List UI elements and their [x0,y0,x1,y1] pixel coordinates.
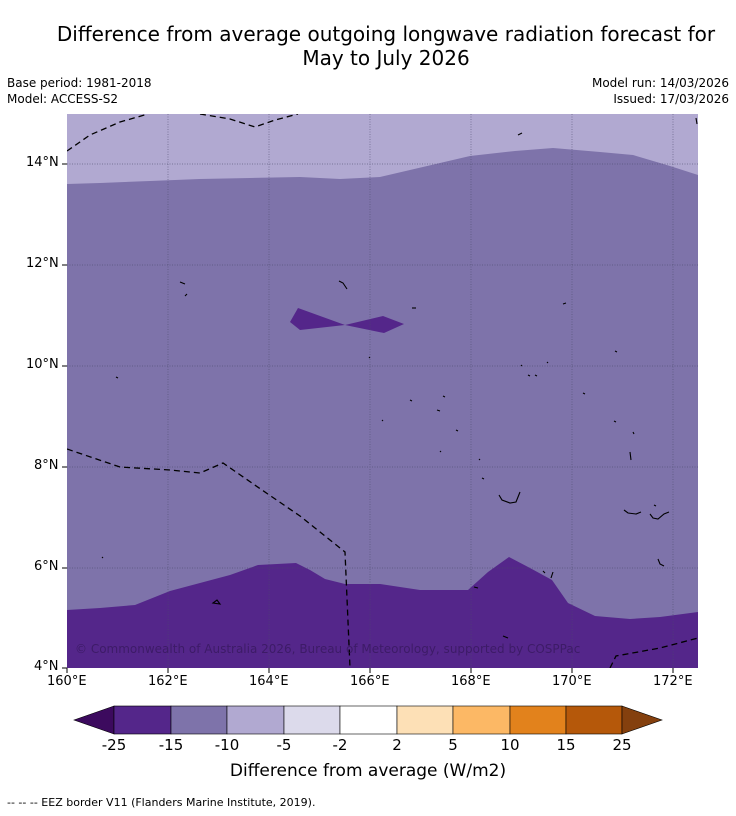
colorbar-label: -5 [276,736,292,754]
lon-label: 172°E [653,674,693,689]
colorbar-bin-1 [113,705,172,735]
lat-label: 10°N [26,357,59,372]
eez-borders [67,114,698,668]
lon-label: 166°E [350,674,390,689]
colorbar-label: 10 [500,736,520,754]
lon-label: 162°E [148,674,188,689]
lon-label: 164°E [249,674,289,689]
colorbar-label: -10 [214,736,240,754]
lat-label: 6°N [34,559,59,574]
map-copyright: © Commonwealth of Australia 2026, Bureau… [75,642,580,656]
colorbar-bin-5 [339,705,398,735]
lat-label: 8°N [34,458,59,473]
colorbar-label: -15 [158,736,184,754]
colorbar-bin-4 [283,705,341,735]
colorbar-label: 25 [612,736,632,754]
lat-label: 14°N [26,155,59,170]
lon-label: 170°E [552,674,592,689]
meta-left: Base period: 1981-2018 Model: ACCESS-S2 [7,75,152,107]
region-minus10-minus5 [67,114,698,184]
colorbar-bin-9 [565,705,623,735]
lon-label: 160°E [47,674,87,689]
colorbar-label: 5 [448,736,458,754]
colorbar-title: Difference from average (W/m2) [229,761,507,781]
colorbar-bin-3 [226,705,285,735]
colorbar-bin-2 [170,705,228,735]
map-area [67,114,698,668]
colorbar [73,705,663,735]
colorbar-label: -2 [332,736,348,754]
colorbar-extend-high [621,705,663,735]
lon-label: 168°E [451,674,491,689]
colorbar-extend-low [73,705,115,735]
issued-date: Issued: 17/03/2026 [613,92,729,106]
islands [101,117,698,639]
region-blob-11n [290,308,404,333]
eez-legend-note: -- -- -- EEZ border V11 (Flanders Marine… [7,796,316,809]
lat-label: 4°N [34,659,59,674]
chart-title: Difference from average outgoing longwav… [0,22,736,70]
region-minus15-minus10 [67,114,698,668]
title-line-1: Difference from average outgoing longwav… [56,22,716,46]
meta-right: Model run: 14/03/2026 Issued: 17/03/2026 [592,75,729,107]
lat-label: 12°N [26,256,59,271]
colorbar-label: 2 [392,736,402,754]
colorbar-bin-7 [452,705,511,735]
colorbar-bin-6 [396,705,454,735]
colorbar-label: 15 [556,736,576,754]
base-period: Base period: 1981-2018 [7,76,152,90]
model-run: Model run: 14/03/2026 [591,76,729,90]
colorbar-bin-8 [509,705,567,735]
grid-lines [67,114,698,668]
model-name: Model: ACCESS-S2 [7,92,119,106]
tick-marks [62,163,674,673]
region-minus25-minus15 [67,557,698,668]
colorbar-label: -25 [101,736,127,754]
title-line-2: May to July 2026 [302,46,470,70]
